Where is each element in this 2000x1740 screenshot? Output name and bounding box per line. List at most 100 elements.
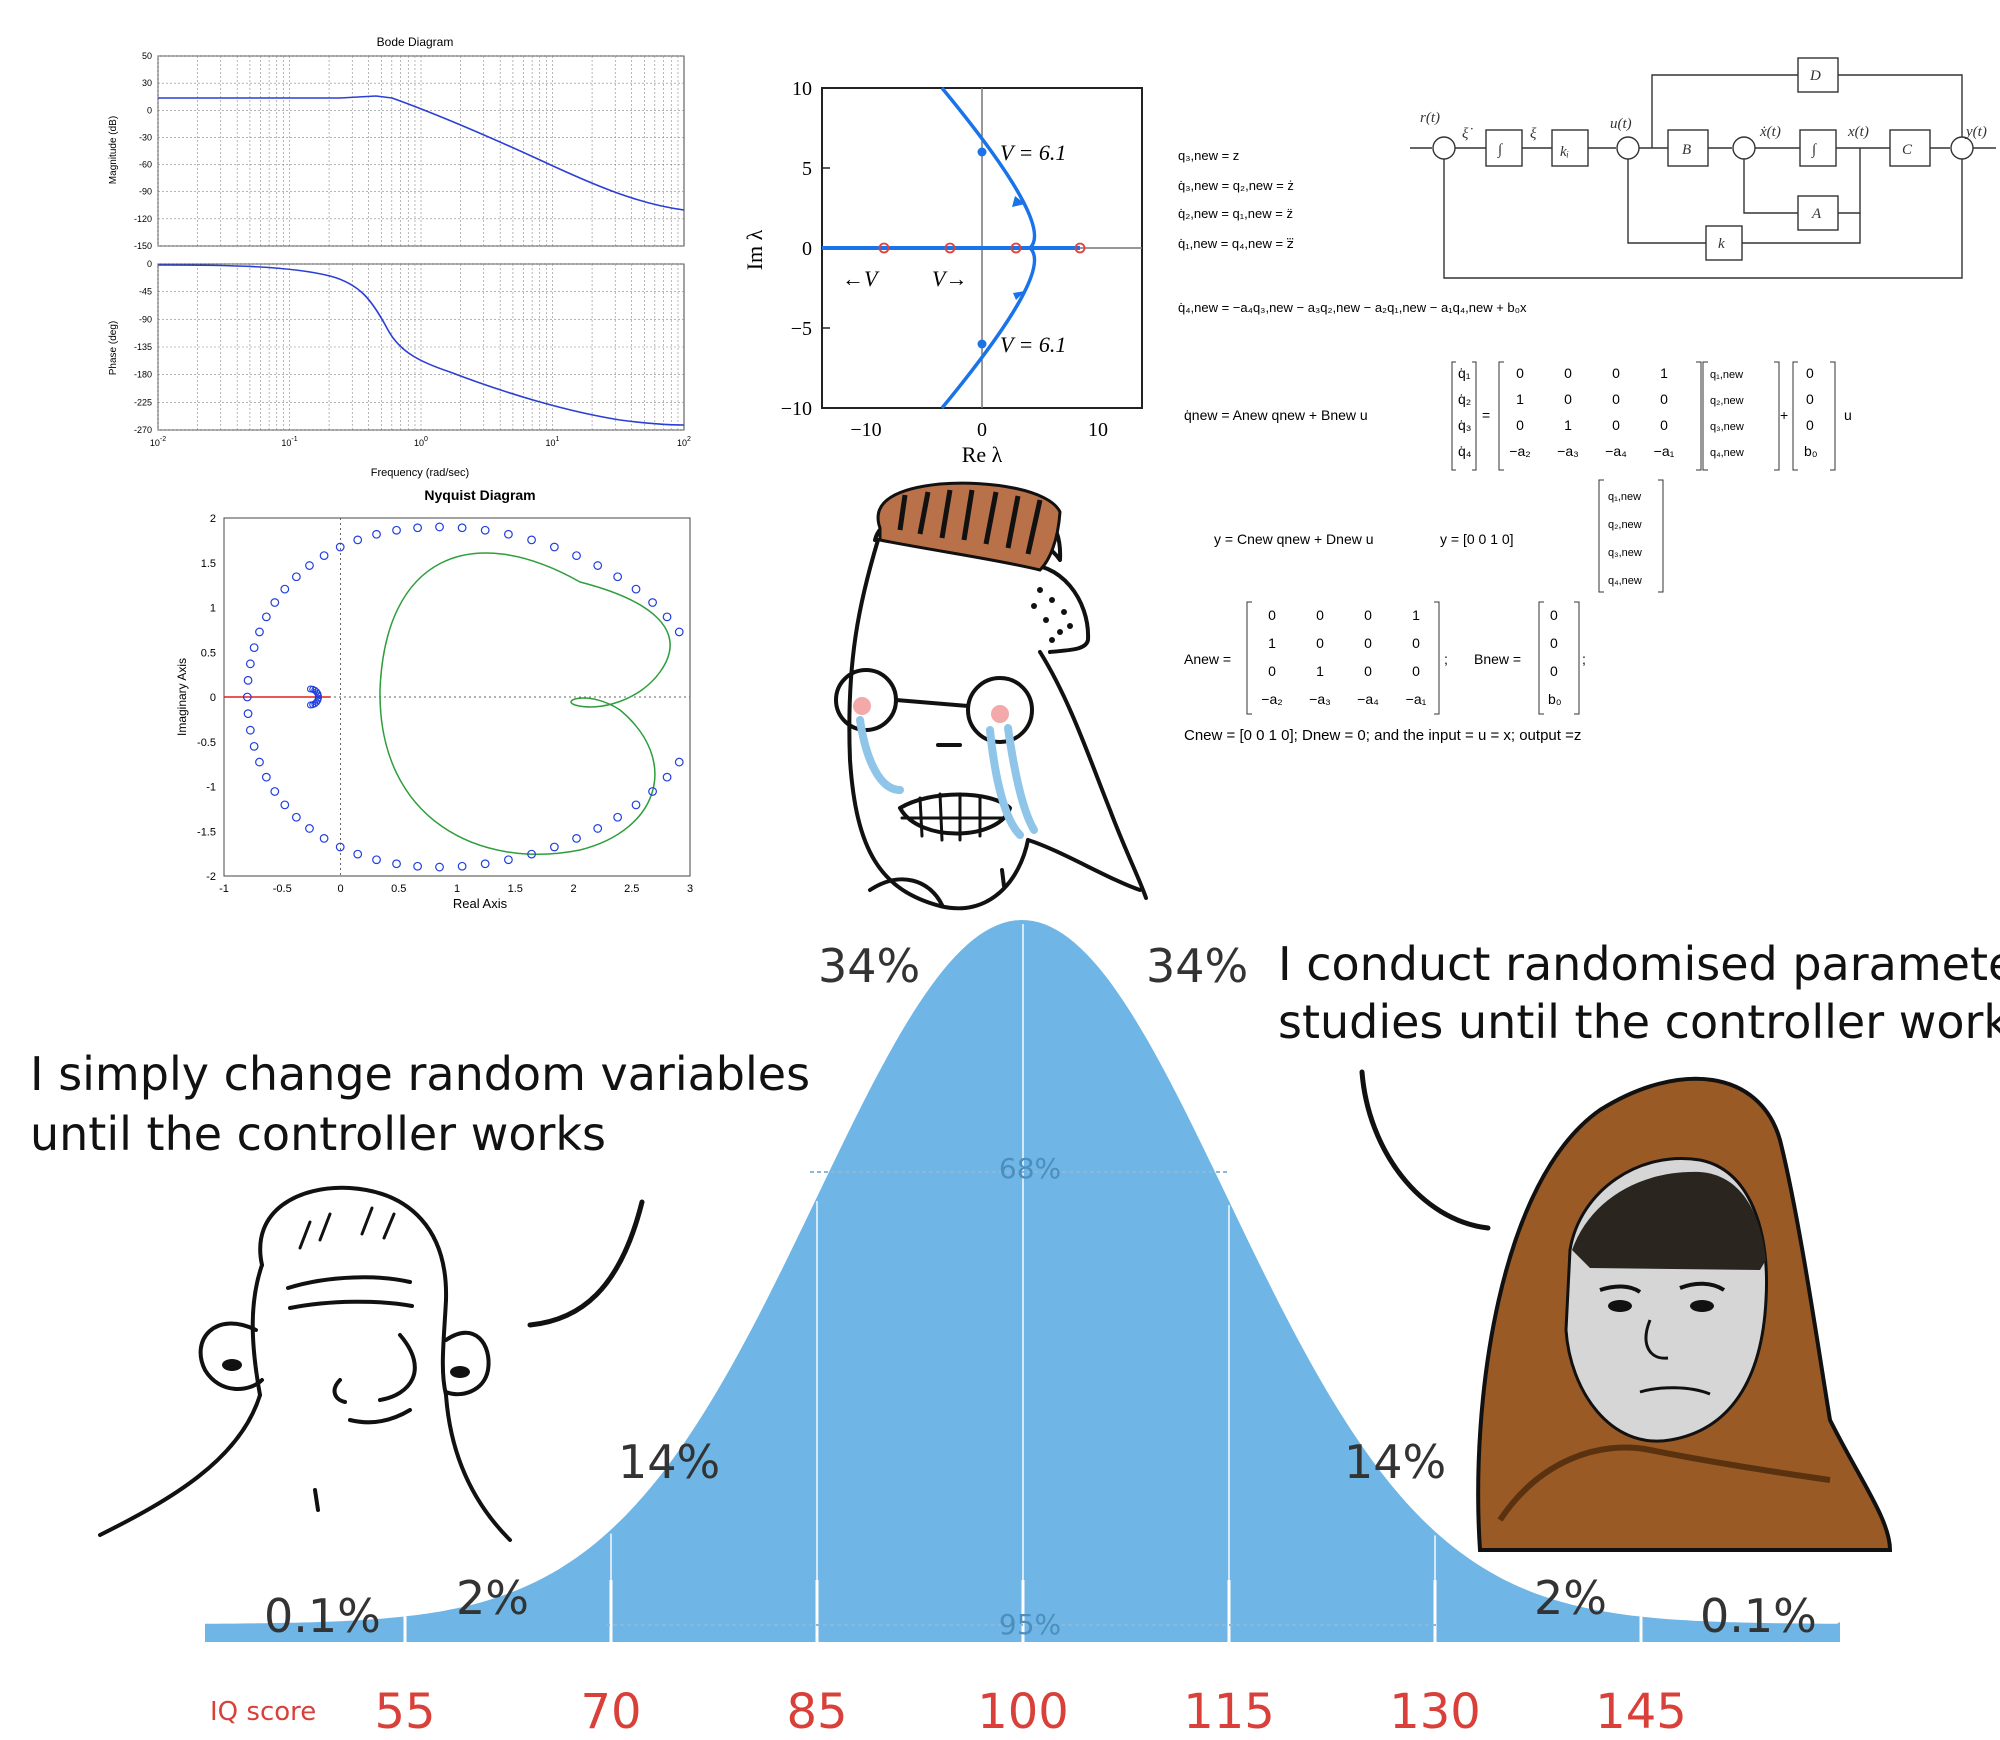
qdot-entry: q̇₁	[1458, 365, 1471, 381]
magnitude-tick: -90	[139, 187, 152, 197]
frequency-tick: 102	[677, 436, 691, 448]
nyquist-marker	[504, 855, 513, 865]
nyquist-marker	[457, 861, 467, 871]
nyquist-green-curve	[379, 552, 671, 855]
b-new-label: Bnew =	[1474, 651, 1521, 667]
brainlet-shoulder-right	[444, 1393, 512, 1542]
nyquist-marker	[305, 561, 314, 570]
xi-dot-label: ξ̇	[1462, 126, 1473, 142]
nyquist-marker	[372, 855, 381, 865]
frequency-tick: 101	[546, 436, 560, 448]
magnitude-tick: -120	[134, 214, 152, 224]
phase-tick: -45	[139, 287, 152, 297]
nyquist-marker	[319, 551, 329, 561]
block-diagram: r(t) ξ̇ ξ ∫ kᵢ u(t) B ẋ(t) ∫ x(t) C y(t)…	[1410, 57, 1996, 279]
nyquist-marker	[372, 529, 381, 539]
bode-phase-frame	[157, 263, 685, 431]
output-equation: y = Cnew qnew + Dnew u	[1214, 531, 1374, 547]
y-tick-label: 0	[802, 238, 812, 260]
pct-34-right: 34%	[1146, 939, 1248, 993]
pole-marker	[878, 242, 890, 254]
matrix-entry: 0	[1268, 607, 1276, 623]
y-label: y(t)	[1964, 124, 1987, 140]
nyquist-marker	[255, 757, 264, 767]
hooded-character	[1476, 1076, 1893, 1552]
matrix-entry: 0	[1316, 635, 1324, 651]
nyquist-y-tick: 1	[210, 603, 216, 615]
semicolon: ;	[1582, 651, 1586, 667]
wojak-teeth	[900, 792, 1010, 842]
a-new-matrix: 0 0 0 1 1 0 0 0 0 1 0 0 −a₂ −a₃ −a₄ −a₁	[1261, 607, 1426, 707]
right-glasses-lens	[966, 676, 1034, 744]
wojak-face-outline	[847, 538, 1030, 911]
c-label: C	[1902, 142, 1913, 158]
qnew-entry: q₄,new	[1608, 575, 1642, 587]
iq-tick-label: 145	[1595, 1684, 1687, 1740]
wojak-hair-strands	[897, 489, 1043, 555]
pct-01-right: 0.1%	[1700, 1589, 1817, 1643]
a-label: A	[1811, 206, 1822, 222]
brainlet-head	[258, 1185, 449, 1397]
equation-line-1: q₃,new = z	[1178, 148, 1239, 163]
y-tick-label: −10	[781, 398, 812, 420]
signal-line	[1743, 159, 1798, 214]
nyquist-marker	[480, 859, 490, 869]
nyquist-marker	[674, 627, 684, 637]
y-tick-label: 10	[792, 78, 812, 100]
nyquist-x-tick: 2	[570, 883, 576, 895]
bracket	[1702, 361, 1780, 471]
matrix-entry: −a₃	[1557, 443, 1579, 459]
nyquist-y-tick: -1.5	[197, 826, 216, 838]
matrix-entry: 0	[1412, 663, 1420, 679]
bode-diagram: Bode Diagram 50 30 0 -30 -60 -90 -120 -150 0 -45…	[108, 35, 691, 479]
nyquist-marker	[392, 525, 401, 535]
brainlet-back-head	[250, 1263, 264, 1397]
nyquist-y-tick: 0.5	[201, 647, 216, 659]
root-locus-poles	[878, 147, 1086, 349]
matrix-entry: 1	[1412, 607, 1420, 623]
pct-2-right: 2%	[1534, 1571, 1607, 1625]
root-locus-plot: 10 5 0 −5 −10 −10 0 10 V = 6.1 V = 6.1 ←V V→ I…	[742, 78, 1143, 467]
nyquist-xlabel: Real Axis	[453, 896, 508, 911]
signal-line	[1838, 148, 1861, 214]
nyquist-marker	[631, 584, 641, 594]
magnitude-tick: -60	[139, 160, 152, 170]
bracket	[1246, 601, 1440, 715]
nyquist-marker	[305, 824, 314, 833]
matrix-entry: 0	[1660, 417, 1668, 433]
nyquist-marker	[335, 542, 345, 552]
frequency-tick: 100	[414, 436, 428, 448]
matrix-entry: 0	[1516, 417, 1524, 433]
nyquist-title: Nyquist Diagram	[424, 487, 535, 503]
summing-junction	[1616, 136, 1640, 160]
x-label: x(t)	[1847, 124, 1869, 140]
wojak-chin	[868, 877, 944, 907]
a-new-label: Anew =	[1184, 651, 1231, 667]
nyquist-marker	[280, 800, 290, 810]
nyquist-marker	[572, 551, 581, 561]
matrix-entry: 0	[1564, 391, 1572, 407]
phase-tick: -90	[139, 314, 152, 324]
nyquist-y-tick: 0	[210, 692, 216, 704]
matrix-entry: 0	[1612, 365, 1620, 381]
bode-title: Bode Diagram	[377, 35, 454, 49]
wojak-back-neck	[1038, 650, 1148, 900]
wojak-stubble	[1031, 587, 1073, 643]
iq-tick-label: 55	[374, 1684, 435, 1740]
nyquist-marker	[261, 612, 271, 622]
qdot-entry: q̇₄	[1458, 443, 1472, 459]
x-tick-label: 10	[1088, 419, 1108, 441]
semicolon: ;	[1444, 651, 1448, 667]
nyquist-marker	[249, 741, 259, 751]
nyquist-marker	[527, 535, 536, 545]
nyquist-marker	[549, 842, 559, 852]
nyquist-marker	[280, 584, 290, 594]
nyquist-marker	[435, 522, 444, 532]
brainlet-mouth	[332, 1378, 412, 1425]
pct-2-left: 2%	[456, 1571, 529, 1625]
plus-sign: +	[1780, 407, 1788, 423]
phase-tick: 0	[147, 259, 152, 269]
matrix-entry: 0	[1516, 365, 1524, 381]
d-label: D	[1809, 68, 1821, 84]
nyquist-marker	[319, 833, 329, 843]
